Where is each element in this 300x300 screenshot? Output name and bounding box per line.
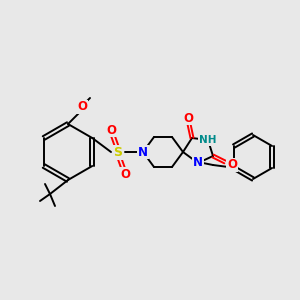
Text: O: O <box>106 124 116 136</box>
Text: N: N <box>138 146 148 158</box>
Text: O: O <box>227 158 237 172</box>
Text: NH: NH <box>199 135 217 145</box>
Text: O: O <box>183 112 193 124</box>
Text: S: S <box>113 146 122 158</box>
Text: O: O <box>77 100 87 113</box>
Text: O: O <box>120 167 130 181</box>
Text: N: N <box>193 157 203 169</box>
